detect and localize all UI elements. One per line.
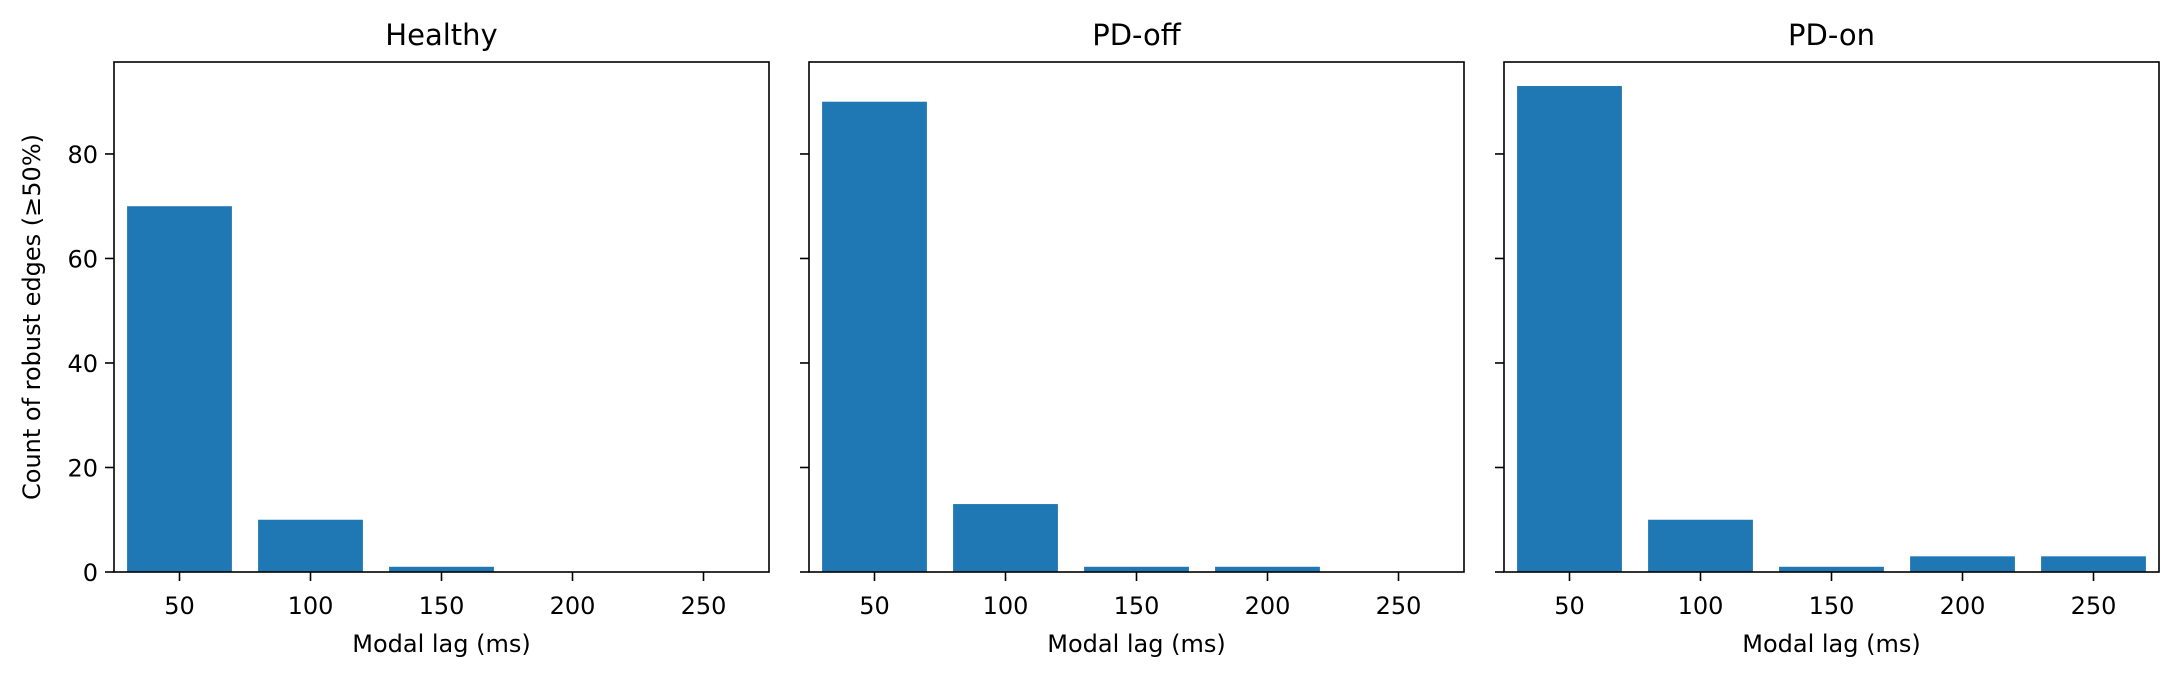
panel-3: 50 100 150 200 250 PD-on Modal lag (ms) <box>1495 18 2160 658</box>
bar <box>1215 566 1320 572</box>
panel-title: PD-off <box>1092 18 1182 52</box>
panel-title: Healthy <box>385 18 497 52</box>
panel-2: 50 100 150 200 250 PD-off Modal lag (ms) <box>800 18 1465 658</box>
x-tick-label: 200 <box>1245 592 1291 620</box>
bar <box>258 519 363 572</box>
x-tick-label: 150 <box>1809 592 1855 620</box>
x-tick-label: 150 <box>419 592 465 620</box>
bar <box>2041 556 2146 572</box>
x-tick-label: 50 <box>164 592 195 620</box>
x-tick-label: 100 <box>1678 592 1724 620</box>
y-axis-label: Count of robust edges (≥50%) <box>18 134 46 500</box>
x-tick-label: 50 <box>859 592 890 620</box>
bar <box>822 101 927 573</box>
bar <box>1084 566 1189 572</box>
bar <box>1648 519 1753 572</box>
x-tick-label: 50 <box>1554 592 1585 620</box>
panel-title: PD-on <box>1788 18 1875 52</box>
x-tick-label: 200 <box>550 592 596 620</box>
bar <box>1517 86 1622 572</box>
y-tick-label: 80 <box>67 141 98 169</box>
bar <box>127 206 232 572</box>
x-tick-label: 250 <box>681 592 727 620</box>
x-tick-label: 150 <box>1114 592 1160 620</box>
x-tick-label: 100 <box>288 592 334 620</box>
bar <box>389 566 494 572</box>
x-tick-label: 200 <box>1940 592 1986 620</box>
y-tick-label: 20 <box>67 454 98 482</box>
x-axis-label: Modal lag (ms) <box>352 630 530 658</box>
bar <box>1779 566 1884 572</box>
bar <box>1910 556 2015 572</box>
x-tick-label: 100 <box>983 592 1029 620</box>
x-axis-label: Modal lag (ms) <box>1742 630 1920 658</box>
x-tick-label: 250 <box>2071 592 2117 620</box>
x-axis-label: Modal lag (ms) <box>1047 630 1225 658</box>
x-tick-label: 250 <box>1376 592 1422 620</box>
panel-1: 50 100 150 200 250 0 20 40 60 80 Healthy Modal lag … <box>18 18 770 658</box>
y-tick-label: 40 <box>67 350 98 378</box>
y-tick-label: 60 <box>67 245 98 273</box>
bar <box>953 504 1058 572</box>
y-tick-label: 0 <box>83 559 98 587</box>
